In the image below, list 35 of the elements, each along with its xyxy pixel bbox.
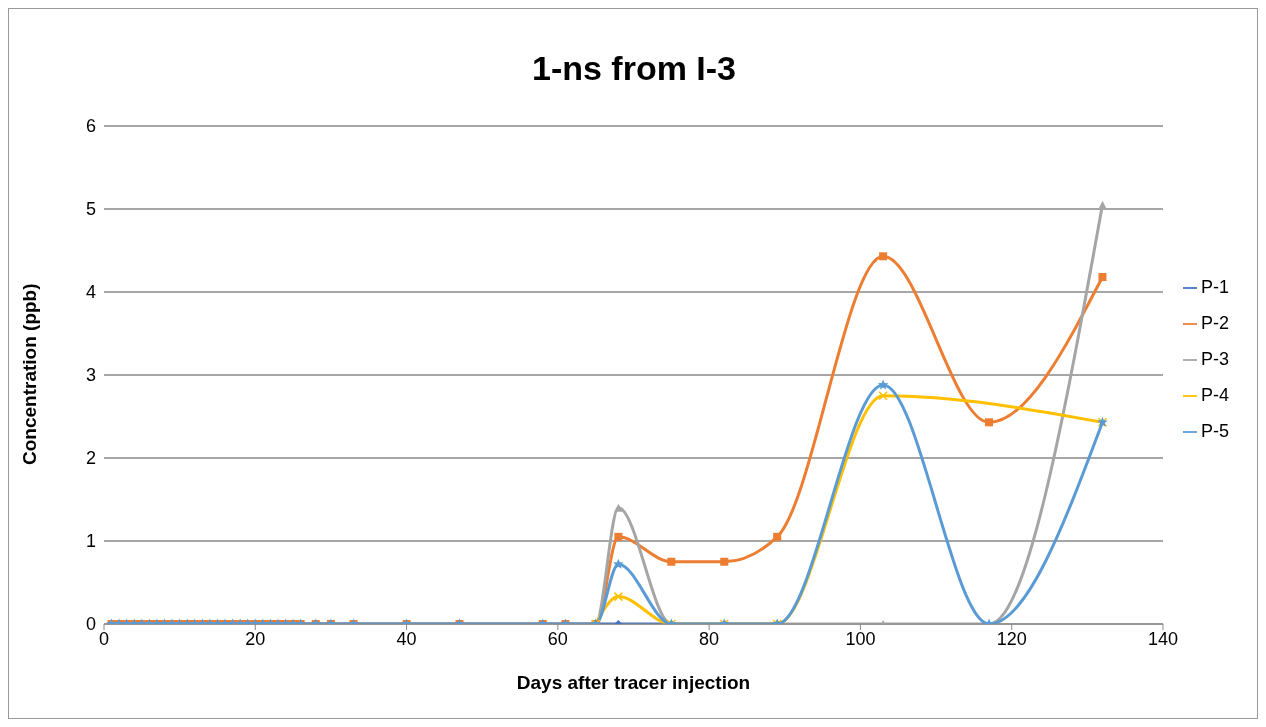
x-tick-label: 20	[245, 628, 266, 649]
y-tick-label: 2	[85, 448, 96, 469]
x-tick-label: 120	[996, 628, 1027, 649]
legend-label: P-4	[1200, 385, 1229, 405]
legend-label: P-2	[1200, 313, 1229, 333]
x-tick-label: 80	[699, 628, 720, 649]
point	[613, 558, 624, 569]
x-tick-label: 40	[396, 628, 417, 649]
point	[720, 557, 729, 566]
y-tick-label: 5	[85, 199, 96, 220]
legend-label: P-1	[1200, 277, 1229, 297]
y-tick-label: 4	[85, 282, 96, 303]
legend-label: P-3	[1200, 349, 1229, 369]
point	[877, 379, 889, 390]
point	[878, 391, 888, 401]
chart-title: 1-ns from I-3	[530, 49, 737, 88]
x-tick-label: 60	[547, 628, 568, 649]
point	[1098, 273, 1107, 282]
point	[667, 557, 676, 566]
point	[985, 418, 994, 427]
x-tick-label: 0	[98, 628, 110, 649]
point	[1098, 200, 1107, 209]
y-tick-label: 0	[85, 614, 96, 635]
y-axis-title: Concentration (ppb)	[18, 283, 40, 465]
y-tick-label: 1	[85, 531, 96, 552]
point	[614, 503, 623, 512]
x-tick-label: 100	[845, 628, 876, 649]
point	[773, 532, 782, 541]
x-axis-title: Days after tracer injection	[516, 672, 751, 693]
y-tick-label: 3	[85, 365, 96, 386]
point	[879, 252, 888, 261]
legend-label: P-5	[1200, 421, 1229, 441]
point	[614, 532, 623, 541]
x-tick-label: 140	[1147, 628, 1179, 649]
y-tick-label: 6	[85, 116, 96, 137]
